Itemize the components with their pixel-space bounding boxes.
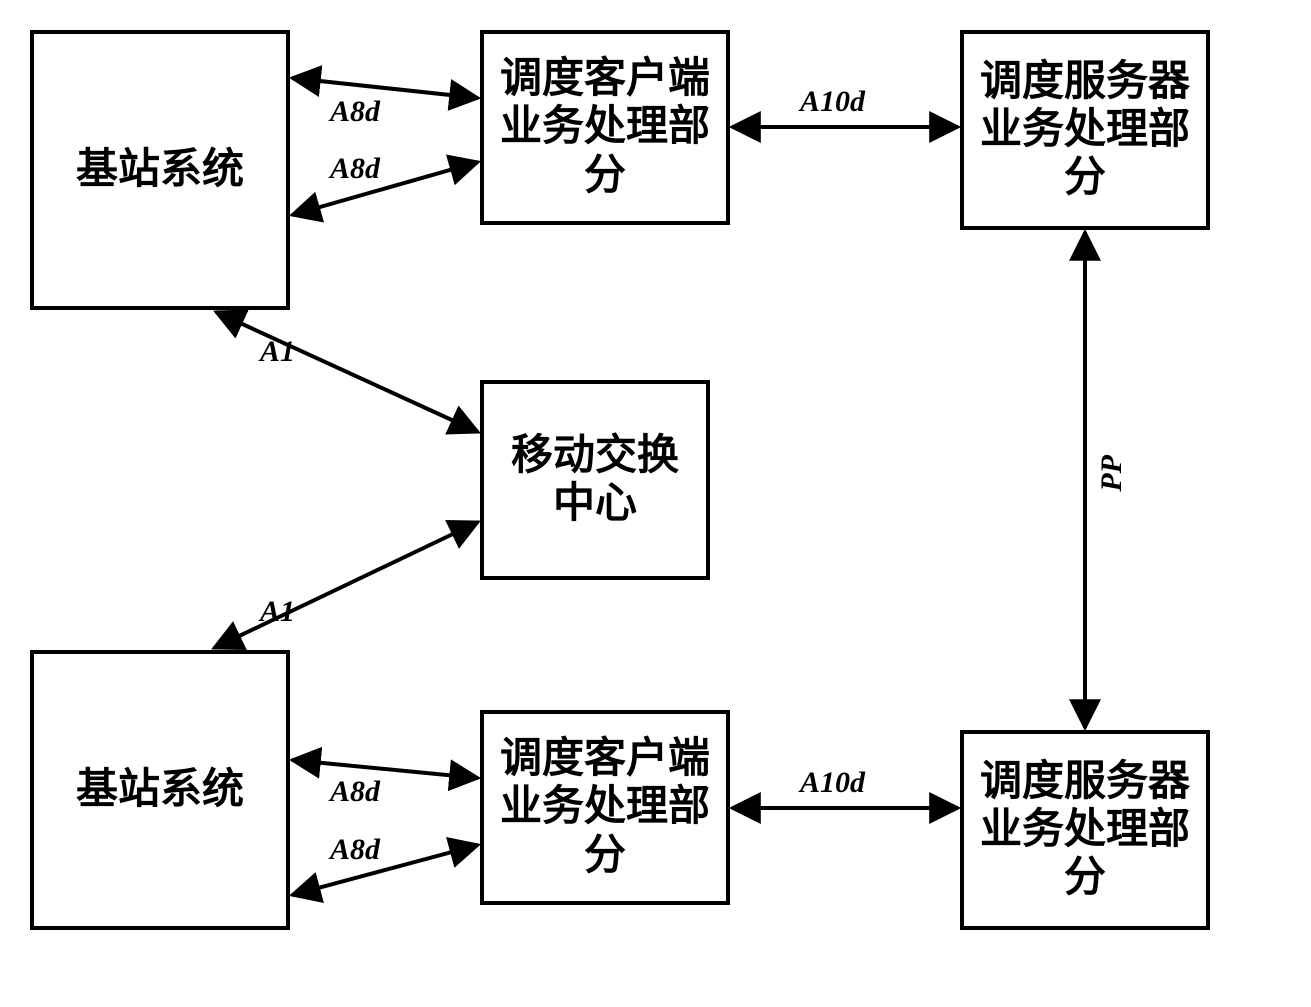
edge-label: A8d <box>330 152 380 186</box>
node-label: 调度服务器业务处理部分 <box>974 58 1196 203</box>
edge-label: A1 <box>260 335 295 369</box>
node-label: 基站系统 <box>76 146 244 194</box>
diagram-canvas: 基站系统 调度客户端业务处理部分 调度服务器业务处理部分 移动交换中心 基站系统… <box>0 0 1311 1007</box>
edge-label: PP <box>1095 455 1129 492</box>
edge-label: A8d <box>330 775 380 809</box>
node-bs-top: 基站系统 <box>30 30 290 310</box>
node-label: 移动交换中心 <box>494 432 696 529</box>
node-label: 调度客户端业务处理部分 <box>494 735 716 880</box>
node-bs-bot: 基站系统 <box>30 650 290 930</box>
node-client-bot: 调度客户端业务处理部分 <box>480 710 730 905</box>
node-label: 基站系统 <box>76 766 244 814</box>
edge-label: A1 <box>260 595 295 629</box>
node-label: 调度服务器业务处理部分 <box>974 758 1196 903</box>
node-client-top: 调度客户端业务处理部分 <box>480 30 730 225</box>
node-msc: 移动交换中心 <box>480 380 710 580</box>
edge-label: A8d <box>330 833 380 867</box>
edge-label: A8d <box>330 95 380 129</box>
edge-label: A10d <box>800 85 865 119</box>
node-server-top: 调度服务器业务处理部分 <box>960 30 1210 230</box>
node-server-bot: 调度服务器业务处理部分 <box>960 730 1210 930</box>
edge-label: A10d <box>800 766 865 800</box>
node-label: 调度客户端业务处理部分 <box>494 55 716 200</box>
